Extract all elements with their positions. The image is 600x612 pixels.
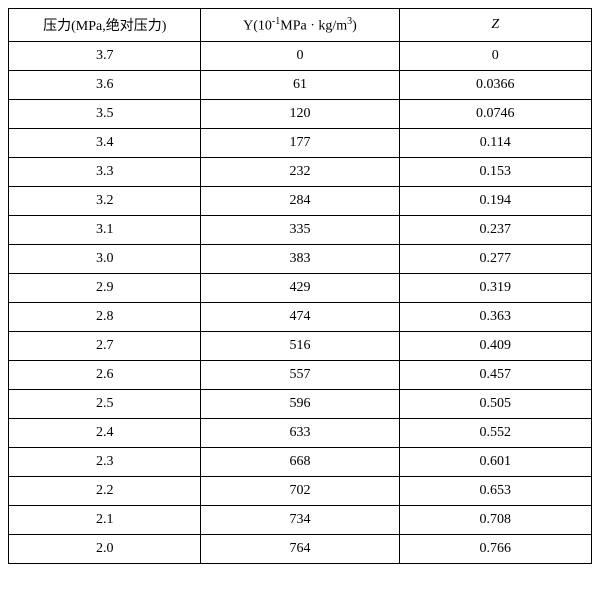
cell-pressure: 3.4 <box>9 129 201 158</box>
cell-z: 0.601 <box>399 448 591 477</box>
cell-z: 0.653 <box>399 477 591 506</box>
header-y-mid: MPa · kg/m <box>280 18 347 33</box>
cell-pressure: 2.8 <box>9 303 201 332</box>
cell-y: 557 <box>201 361 399 390</box>
header-y-suffix: ) <box>352 18 357 33</box>
table-row: 2.27020.653 <box>9 477 592 506</box>
cell-y: 734 <box>201 506 399 535</box>
table-row: 2.94290.319 <box>9 274 592 303</box>
header-pressure: 压力(MPa,绝对压力) <box>9 9 201 42</box>
table-header-row: 压力(MPa,绝对压力) Y(10-1MPa · kg/m3) Z <box>9 9 592 42</box>
header-y: Y(10-1MPa · kg/m3) <box>201 9 399 42</box>
cell-pressure: 3.6 <box>9 71 201 100</box>
header-y-exponent: -1 <box>272 16 280 27</box>
cell-pressure: 3.0 <box>9 245 201 274</box>
cell-pressure: 2.7 <box>9 332 201 361</box>
cell-pressure: 3.5 <box>9 100 201 129</box>
cell-y: 764 <box>201 535 399 564</box>
table-row: 2.55960.505 <box>9 390 592 419</box>
table-row: 3.32320.153 <box>9 158 592 187</box>
table-row: 3.51200.0746 <box>9 100 592 129</box>
cell-z: 0.457 <box>399 361 591 390</box>
cell-y: 383 <box>201 245 399 274</box>
cell-pressure: 2.1 <box>9 506 201 535</box>
cell-pressure: 2.9 <box>9 274 201 303</box>
cell-z: 0.505 <box>399 390 591 419</box>
cell-y: 120 <box>201 100 399 129</box>
table-body: 3.7003.6610.03663.51200.07463.41770.1143… <box>9 42 592 564</box>
cell-y: 335 <box>201 216 399 245</box>
cell-y: 61 <box>201 71 399 100</box>
table-row: 3.6610.0366 <box>9 71 592 100</box>
cell-pressure: 3.7 <box>9 42 201 71</box>
cell-z: 0.277 <box>399 245 591 274</box>
cell-z: 0.319 <box>399 274 591 303</box>
table-row: 2.46330.552 <box>9 419 592 448</box>
table-row: 2.36680.601 <box>9 448 592 477</box>
cell-z: 0.766 <box>399 535 591 564</box>
cell-y: 474 <box>201 303 399 332</box>
cell-y: 177 <box>201 129 399 158</box>
cell-pressure: 3.2 <box>9 187 201 216</box>
table-row: 2.65570.457 <box>9 361 592 390</box>
cell-y: 633 <box>201 419 399 448</box>
table-row: 3.41770.114 <box>9 129 592 158</box>
cell-y: 516 <box>201 332 399 361</box>
cell-pressure: 2.3 <box>9 448 201 477</box>
cell-z: 0.708 <box>399 506 591 535</box>
cell-y: 232 <box>201 158 399 187</box>
cell-z: 0.153 <box>399 158 591 187</box>
cell-pressure: 2.4 <box>9 419 201 448</box>
cell-y: 429 <box>201 274 399 303</box>
table-row: 3.22840.194 <box>9 187 592 216</box>
cell-pressure: 2.6 <box>9 361 201 390</box>
cell-y: 0 <box>201 42 399 71</box>
cell-y: 284 <box>201 187 399 216</box>
cell-y: 668 <box>201 448 399 477</box>
cell-pressure: 2.2 <box>9 477 201 506</box>
data-table: 压力(MPa,绝对压力) Y(10-1MPa · kg/m3) Z 3.7003… <box>8 8 592 564</box>
table-row: 3.13350.237 <box>9 216 592 245</box>
cell-z: 0.0366 <box>399 71 591 100</box>
cell-y: 702 <box>201 477 399 506</box>
cell-z: 0.363 <box>399 303 591 332</box>
table-row: 2.84740.363 <box>9 303 592 332</box>
table-row: 2.75160.409 <box>9 332 592 361</box>
cell-z: 0.409 <box>399 332 591 361</box>
header-z: Z <box>399 9 591 42</box>
cell-z: 0 <box>399 42 591 71</box>
cell-pressure: 2.5 <box>9 390 201 419</box>
cell-z: 0.237 <box>399 216 591 245</box>
cell-z: 0.552 <box>399 419 591 448</box>
table-row: 3.700 <box>9 42 592 71</box>
table-row: 3.03830.277 <box>9 245 592 274</box>
cell-pressure: 2.0 <box>9 535 201 564</box>
cell-z: 0.194 <box>399 187 591 216</box>
cell-z: 0.114 <box>399 129 591 158</box>
table-row: 2.17340.708 <box>9 506 592 535</box>
cell-y: 596 <box>201 390 399 419</box>
cell-pressure: 3.3 <box>9 158 201 187</box>
header-z-label: Z <box>491 17 499 32</box>
header-y-prefix: Y(10 <box>243 18 272 33</box>
cell-z: 0.0746 <box>399 100 591 129</box>
table-row: 2.07640.766 <box>9 535 592 564</box>
cell-pressure: 3.1 <box>9 216 201 245</box>
